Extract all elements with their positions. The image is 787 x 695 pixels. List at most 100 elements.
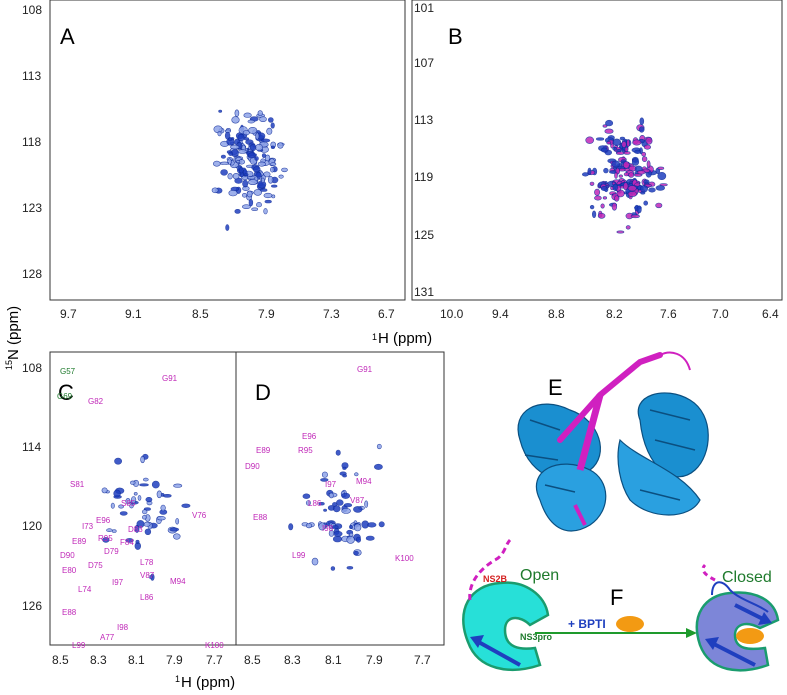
nmr-peak bbox=[139, 483, 149, 487]
nmr-peak bbox=[343, 503, 353, 508]
bpti-label: + BPTI bbox=[568, 617, 606, 631]
transition-arrow-head bbox=[686, 628, 697, 638]
residue-label: I73 bbox=[82, 522, 94, 531]
nmr-peak bbox=[277, 142, 284, 149]
residue-label: L99 bbox=[72, 641, 86, 650]
top-h-axis-label: H (ppm) bbox=[378, 330, 432, 347]
nmr-peak bbox=[241, 204, 251, 209]
nmr-peak bbox=[603, 167, 609, 174]
nmr-peak bbox=[220, 154, 226, 159]
nmr-peak bbox=[263, 192, 273, 199]
nmr-peak bbox=[230, 144, 240, 150]
nmr-peak bbox=[627, 191, 638, 197]
nmr-peak bbox=[234, 109, 240, 117]
panel-b-xtick: 6.4 bbox=[762, 307, 779, 321]
nmr-peak bbox=[156, 515, 166, 521]
residue-label: G69 bbox=[57, 392, 73, 401]
nmr-peak bbox=[125, 538, 134, 543]
nmr-peak bbox=[217, 131, 222, 137]
nmr-peak bbox=[614, 172, 618, 179]
nmr-peak bbox=[111, 529, 117, 533]
n-axis-label: N (ppm) bbox=[5, 306, 22, 360]
nmr-peak bbox=[151, 480, 160, 489]
nmr-peak bbox=[141, 515, 147, 520]
residue-label: I98 bbox=[322, 524, 334, 533]
nmr-peak bbox=[143, 521, 151, 527]
nmr-peak bbox=[657, 172, 667, 181]
panel-b-ytick: 107 bbox=[414, 56, 434, 70]
nmr-peak bbox=[253, 189, 262, 196]
nmr-peak bbox=[628, 172, 635, 178]
ns2b-closed-dashed bbox=[701, 563, 716, 582]
nmr-peak bbox=[646, 160, 651, 169]
nmr-peak bbox=[281, 167, 288, 173]
nmr-peak bbox=[248, 179, 258, 185]
nmr-peak bbox=[169, 527, 179, 532]
ribbon-strand-lines bbox=[524, 409, 696, 501]
nmr-peak bbox=[243, 112, 252, 118]
panel-a-xtick: 9.7 bbox=[60, 307, 77, 321]
panel-d-peaks bbox=[288, 443, 385, 571]
nmr-peak bbox=[612, 183, 618, 191]
nmr-peak bbox=[631, 158, 640, 166]
nmr-peak bbox=[618, 168, 626, 172]
panel-f-label: F bbox=[610, 585, 623, 610]
panel-a-ytick: 123 bbox=[22, 201, 42, 215]
panel-b-frame bbox=[411, 0, 783, 301]
bottom-h-axis-sup: 1 bbox=[175, 674, 180, 684]
ns3pro-open-shape bbox=[462, 581, 550, 671]
nmr-peak bbox=[231, 116, 240, 124]
nmr-peak bbox=[264, 199, 272, 204]
nmr-peak bbox=[110, 502, 115, 509]
nmr-peak bbox=[267, 176, 274, 184]
nmr-peak bbox=[657, 166, 665, 171]
residue-label: D79 bbox=[104, 547, 119, 556]
nmr-peak bbox=[330, 566, 336, 571]
nmr-peak bbox=[249, 143, 257, 152]
nmr-peak bbox=[615, 151, 625, 155]
nmr-peak bbox=[239, 166, 244, 174]
nmr-peak bbox=[305, 500, 311, 506]
nmr-peak bbox=[589, 181, 595, 186]
nmr-peak bbox=[125, 498, 131, 505]
nmr-peak bbox=[260, 177, 265, 184]
residue-label: V87 bbox=[140, 571, 155, 580]
nmr-peak bbox=[181, 503, 191, 508]
residue-label: G91 bbox=[162, 374, 178, 383]
nmr-peak bbox=[589, 205, 595, 210]
residue-label: A77 bbox=[100, 633, 115, 642]
nmr-peak bbox=[331, 525, 339, 530]
ns2b-strand-tail bbox=[573, 504, 587, 526]
nmr-peak bbox=[255, 143, 263, 152]
residue-label: E89 bbox=[72, 537, 87, 546]
nmr-peak bbox=[243, 137, 250, 141]
nmr-peak bbox=[623, 172, 630, 177]
nmr-peak bbox=[255, 132, 260, 140]
n-axis-label-group: 15 N (ppm) bbox=[4, 306, 22, 370]
nmr-peak bbox=[129, 503, 134, 509]
panel-d-xtick: 8.3 bbox=[284, 653, 301, 667]
nmr-peak bbox=[639, 117, 645, 126]
nmr-peak bbox=[225, 224, 230, 231]
panel-b-ytick: 125 bbox=[414, 228, 434, 242]
nmr-peak bbox=[612, 146, 618, 151]
open-label: Open bbox=[520, 567, 559, 584]
nmr-peak bbox=[131, 496, 137, 504]
nmr-peak bbox=[234, 208, 241, 214]
panel-b-ytick: 131 bbox=[414, 285, 434, 299]
residue-label: E96 bbox=[96, 516, 111, 525]
nmr-peak bbox=[643, 200, 649, 206]
residue-label: E96 bbox=[302, 432, 317, 441]
residue-label: V76 bbox=[192, 511, 207, 520]
nmr-peak bbox=[611, 202, 618, 211]
nmr-peak bbox=[335, 449, 341, 456]
nmr-peak bbox=[349, 524, 353, 529]
nmr-peak bbox=[156, 490, 162, 499]
nmr-peak bbox=[600, 186, 608, 192]
nmr-peak bbox=[367, 522, 377, 528]
nmr-peak bbox=[119, 511, 128, 516]
nmr-peak bbox=[318, 522, 326, 531]
panel-a-ytick: 118 bbox=[22, 135, 41, 149]
nmr-peak bbox=[224, 129, 231, 133]
nmr-peak bbox=[163, 493, 172, 498]
